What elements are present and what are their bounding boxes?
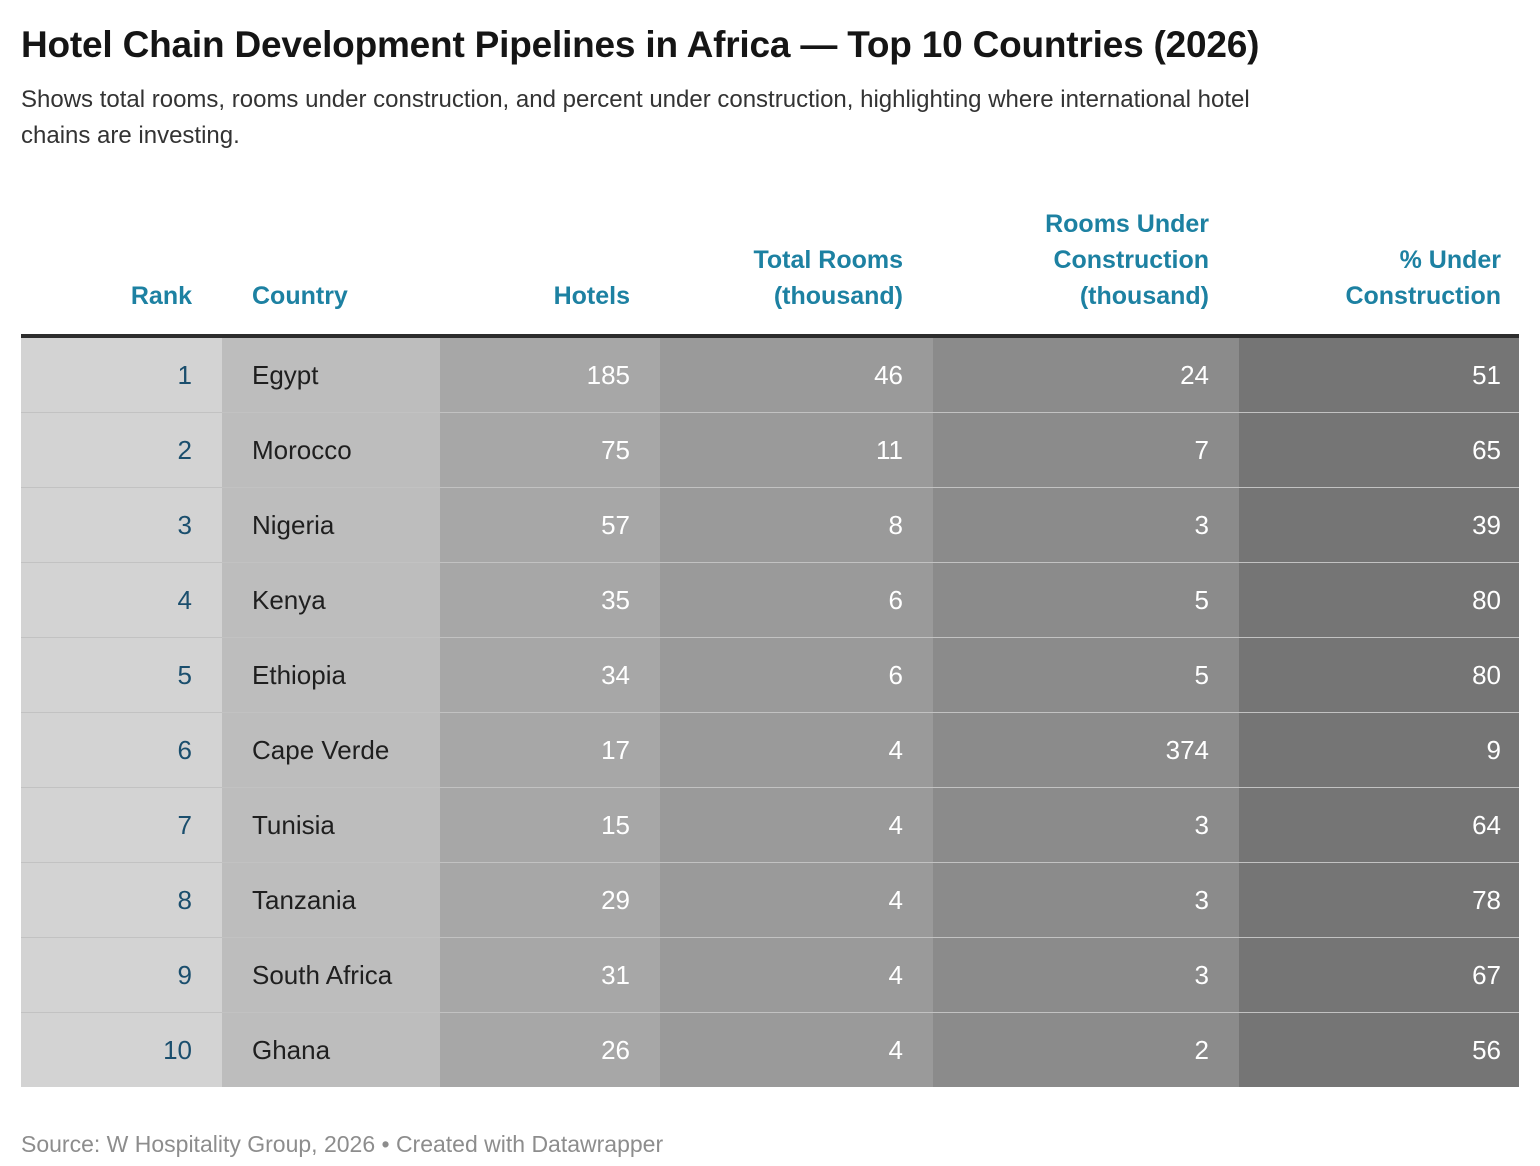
table-row: 2 Morocco 75 11 7 65 [21,412,1519,488]
table-header: Rank Country Hotels Total Rooms (thousan… [21,206,1519,338]
cell-total-rooms: 4 [660,1012,933,1087]
table-row: 4 Kenya 35 6 5 80 [21,562,1519,638]
subtitle-line: chains are investing. [21,122,240,149]
cell-total-rooms: 11 [660,412,933,488]
cell-rank: 8 [21,862,222,938]
cell-hotels: 34 [440,637,660,713]
source-attribution: Source: W Hospitality Group, 2026 • Crea… [21,1131,664,1157]
cell-rank: 4 [21,562,222,638]
cell-hotels: 185 [440,336,660,413]
cell-hotels: 17 [440,712,660,788]
table-row: 8 Tanzania 29 4 3 78 [21,862,1519,938]
column-header-label: Country [252,282,348,310]
column-header-label: (thousand) [773,282,903,310]
cell-country: South Africa [222,937,440,1013]
cell-pct-under-construction: 67 [1239,937,1519,1013]
cell-total-rooms: 46 [660,336,933,413]
cell-rooms-under-construction: 2 [933,1012,1239,1087]
cell-hotels: 26 [440,1012,660,1087]
cell-rank: 6 [21,712,222,788]
cell-rooms-under-construction: 3 [933,862,1239,938]
cell-total-rooms: 6 [660,637,933,713]
cell-country: Kenya [222,562,440,638]
cell-rooms-under-construction: 5 [933,562,1239,638]
cell-rooms-under-construction: 3 [933,937,1239,1013]
cell-country: Morocco [222,412,440,488]
cell-pct-under-construction: 65 [1239,412,1519,488]
cell-country: Tanzania [222,862,440,938]
column-header-label: Construction [1345,282,1501,310]
page-subtitle: Shows total rooms, rooms under construct… [21,82,1519,154]
cell-pct-under-construction: 56 [1239,1012,1519,1087]
cell-total-rooms: 4 [660,862,933,938]
cell-rooms-under-construction: 3 [933,487,1239,563]
cell-pct-under-construction: 64 [1239,787,1519,863]
cell-total-rooms: 4 [660,787,933,863]
cell-country: Ghana [222,1012,440,1087]
cell-pct-under-construction: 80 [1239,562,1519,638]
cell-country: Ethiopia [222,637,440,713]
cell-rank: 3 [21,487,222,563]
table-row: 6 Cape Verde 17 4 374 9 [21,712,1519,788]
cell-rank: 9 [21,937,222,1013]
column-header-rooms-under-construction: Rooms Under Construction (thousand) [933,206,1239,338]
column-header-country: Country [222,206,440,338]
cell-rooms-under-construction: 374 [933,712,1239,788]
cell-rooms-under-construction: 7 [933,412,1239,488]
table-row: 9 South Africa 31 4 3 67 [21,937,1519,1013]
table-row: 3 Nigeria 57 8 3 39 [21,487,1519,563]
cell-pct-under-construction: 51 [1239,336,1519,413]
cell-rooms-under-construction: 5 [933,637,1239,713]
cell-country: Nigeria [222,487,440,563]
cell-rank: 1 [21,336,222,413]
cell-country: Cape Verde [222,712,440,788]
subtitle-line: Shows total rooms, rooms under construct… [21,86,1250,113]
cell-hotels: 35 [440,562,660,638]
cell-hotels: 75 [440,412,660,488]
table-body: 1 Egypt 185 46 24 51 2 Morocco 75 11 7 6… [21,336,1519,1087]
column-header-label: Rooms Under [1045,210,1209,238]
cell-rooms-under-construction: 3 [933,787,1239,863]
column-header-total-rooms: Total Rooms (thousand) [660,206,933,338]
column-header-hotels: Hotels [440,206,660,338]
cell-rank: 10 [21,1012,222,1087]
cell-pct-under-construction: 9 [1239,712,1519,788]
cell-rank: 7 [21,787,222,863]
data-table: Rank Country Hotels Total Rooms (thousan… [21,206,1519,1087]
cell-rank: 2 [21,412,222,488]
column-header-label: Total Rooms [753,246,903,274]
cell-hotels: 31 [440,937,660,1013]
column-header-label: % Under [1399,246,1501,274]
cell-total-rooms: 4 [660,712,933,788]
column-header-label: (thousand) [1079,282,1209,310]
cell-total-rooms: 6 [660,562,933,638]
column-header-rank: Rank [21,206,222,338]
cell-hotels: 15 [440,787,660,863]
cell-pct-under-construction: 39 [1239,487,1519,563]
cell-pct-under-construction: 80 [1239,637,1519,713]
cell-total-rooms: 8 [660,487,933,563]
cell-pct-under-construction: 78 [1239,862,1519,938]
header-row: Rank Country Hotels Total Rooms (thousan… [21,206,1519,338]
column-header-pct-under-construction: % Under Construction [1239,206,1519,338]
table-row: 1 Egypt 185 46 24 51 [21,336,1519,413]
table-row: 7 Tunisia 15 4 3 64 [21,787,1519,863]
cell-country: Egypt [222,336,440,413]
cell-hotels: 29 [440,862,660,938]
cell-rooms-under-construction: 24 [933,336,1239,413]
column-header-label: Rank [130,282,192,310]
column-header-label: Hotels [553,282,630,310]
cell-hotels: 57 [440,487,660,563]
table-row: 5 Ethiopia 34 6 5 80 [21,637,1519,713]
cell-total-rooms: 4 [660,937,933,1013]
column-header-label: Construction [1053,246,1209,274]
table-row: 10 Ghana 26 4 2 56 [21,1012,1519,1087]
cell-country: Tunisia [222,787,440,863]
page-title: Hotel Chain Development Pipelines in Afr… [21,24,1260,65]
cell-rank: 5 [21,637,222,713]
